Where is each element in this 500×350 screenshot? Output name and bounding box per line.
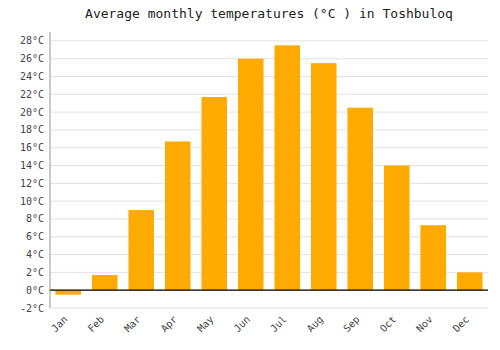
y-tick-label: 22°C bbox=[20, 89, 44, 100]
bar bbox=[201, 97, 227, 290]
y-tick-label: 24°C bbox=[20, 71, 44, 82]
grid-line bbox=[50, 165, 488, 166]
grid-line bbox=[50, 201, 488, 202]
grid-line bbox=[50, 58, 488, 59]
x-tick-label: Nov bbox=[414, 314, 435, 335]
y-tick-label: 6°C bbox=[26, 231, 44, 242]
chart: Average monthly temperatures (°C ) in To… bbox=[0, 0, 500, 350]
bar bbox=[347, 108, 373, 291]
y-tick-label: 14°C bbox=[20, 160, 44, 171]
x-tick-label: Jun bbox=[232, 314, 253, 335]
bar bbox=[420, 225, 446, 290]
x-tick-label: Aug bbox=[305, 314, 326, 335]
y-tick-label: -2°C bbox=[20, 303, 44, 314]
y-tick-label: 10°C bbox=[20, 196, 44, 207]
grid-line bbox=[50, 218, 488, 219]
grid-line bbox=[50, 40, 488, 41]
grid-line bbox=[50, 76, 488, 77]
y-tick-label: 18°C bbox=[20, 124, 44, 135]
y-tick-label: 16°C bbox=[20, 142, 44, 153]
bar bbox=[457, 272, 483, 290]
y-tick-label: 2°C bbox=[26, 267, 44, 278]
x-tick-label: Apr bbox=[159, 314, 180, 335]
x-tick-label: Feb bbox=[86, 314, 107, 335]
x-tick-label: Jan bbox=[49, 314, 70, 335]
y-tick-label: 0°C bbox=[26, 285, 44, 296]
x-tick-label: May bbox=[195, 314, 216, 335]
y-tick-label: 20°C bbox=[20, 107, 44, 118]
grid-line bbox=[50, 129, 488, 130]
bar bbox=[238, 59, 264, 290]
bar bbox=[128, 210, 154, 290]
x-tick-label: Jul bbox=[268, 314, 289, 335]
y-tick-label: 12°C bbox=[20, 178, 44, 189]
bar bbox=[384, 166, 410, 291]
x-tick-label: Dec bbox=[451, 314, 472, 335]
grid bbox=[50, 41, 488, 308]
zero-line bbox=[50, 290, 488, 291]
grid-line bbox=[50, 308, 488, 309]
bar bbox=[92, 275, 118, 290]
title: Average monthly temperatures (°C ) in To… bbox=[85, 6, 453, 21]
x-tick-label: Oct bbox=[378, 314, 399, 335]
y-tick-label: 4°C bbox=[26, 249, 44, 260]
grid-line bbox=[50, 183, 488, 184]
x-tick-label: Mar bbox=[122, 314, 143, 335]
bar bbox=[274, 45, 300, 290]
x-tick-label: Sep bbox=[341, 314, 362, 335]
grid-line bbox=[50, 112, 488, 113]
y-tick-label: 8°C bbox=[26, 213, 44, 224]
y-tick-label: 26°C bbox=[20, 53, 44, 64]
bar bbox=[165, 142, 191, 291]
bar bbox=[55, 290, 81, 294]
grid-line bbox=[50, 290, 488, 291]
y-axis-line bbox=[50, 32, 51, 308]
bars bbox=[55, 45, 482, 294]
bar bbox=[311, 63, 337, 290]
grid-line bbox=[50, 147, 488, 148]
y-tick-label: 28°C bbox=[20, 35, 44, 46]
grid-line bbox=[50, 94, 488, 95]
